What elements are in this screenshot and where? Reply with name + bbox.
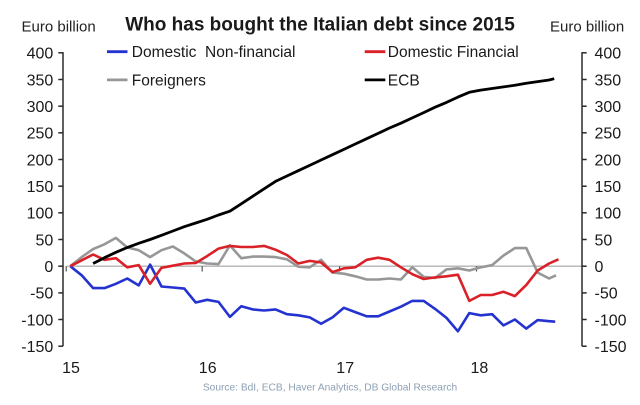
svg-text:15: 15 xyxy=(62,360,80,377)
svg-text:Domestic Non-financial: Domestic Non-financial xyxy=(132,44,296,61)
svg-text:-50: -50 xyxy=(30,286,53,303)
svg-text:300: 300 xyxy=(595,99,622,116)
svg-text:100: 100 xyxy=(27,206,54,223)
svg-text:17: 17 xyxy=(336,360,354,377)
svg-text:-100: -100 xyxy=(21,312,53,329)
svg-text:0: 0 xyxy=(44,259,53,276)
svg-text:350: 350 xyxy=(27,72,54,89)
svg-text:200: 200 xyxy=(27,152,54,169)
svg-text:150: 150 xyxy=(595,179,622,196)
svg-text:Who has bought the Italian deb: Who has bought the Italian debt since 20… xyxy=(125,14,515,35)
svg-text:Foreigners: Foreigners xyxy=(132,72,206,89)
svg-text:50: 50 xyxy=(595,232,613,249)
svg-text:400: 400 xyxy=(27,46,54,63)
svg-text:Domestic Financial: Domestic Financial xyxy=(388,44,519,61)
svg-text:400: 400 xyxy=(595,46,622,63)
svg-text:250: 250 xyxy=(595,126,622,143)
svg-text:350: 350 xyxy=(595,72,622,89)
svg-text:18: 18 xyxy=(471,360,489,377)
svg-text:Source: BdI, ECB, Haver Analyt: Source: BdI, ECB, Haver Analytics, DB Gl… xyxy=(203,382,457,393)
svg-text:-50: -50 xyxy=(595,286,618,303)
svg-text:-150: -150 xyxy=(595,339,627,356)
svg-text:16: 16 xyxy=(199,360,217,377)
svg-text:Euro billion: Euro billion xyxy=(550,19,624,36)
svg-text:200: 200 xyxy=(595,152,622,169)
svg-text:Euro billion: Euro billion xyxy=(22,19,96,36)
svg-text:300: 300 xyxy=(27,99,54,116)
svg-text:100: 100 xyxy=(595,206,622,223)
svg-text:250: 250 xyxy=(27,126,54,143)
svg-text:-100: -100 xyxy=(595,312,627,329)
svg-text:0: 0 xyxy=(595,259,604,276)
svg-text:-150: -150 xyxy=(21,339,53,356)
svg-text:50: 50 xyxy=(36,232,54,249)
svg-text:ECB: ECB xyxy=(388,72,420,89)
svg-text:150: 150 xyxy=(27,179,54,196)
